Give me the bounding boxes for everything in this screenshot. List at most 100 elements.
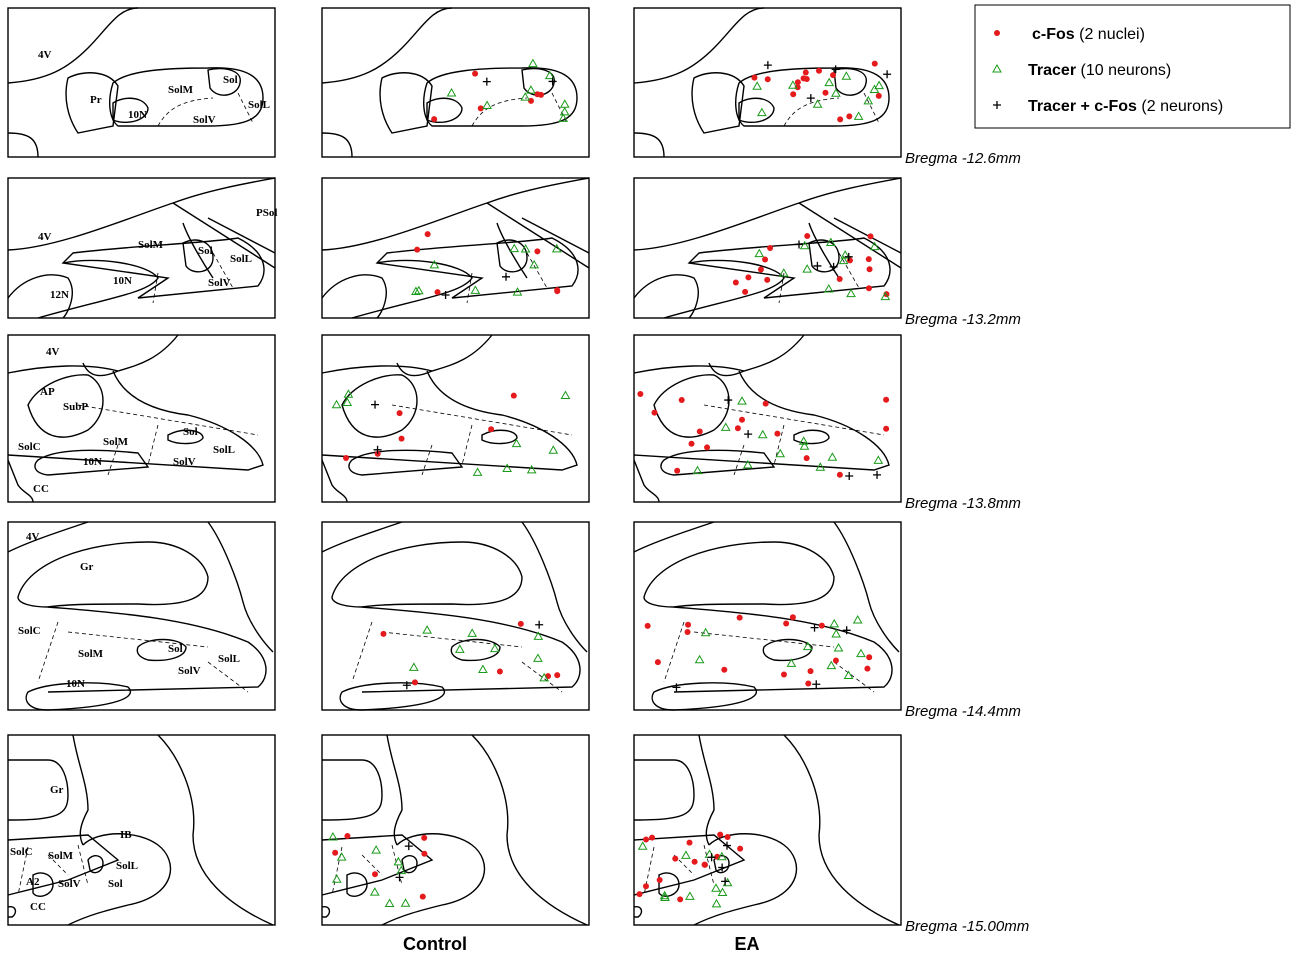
tracer-triangle xyxy=(454,644,465,653)
cfos-dot xyxy=(757,266,764,273)
double-cross xyxy=(812,680,821,689)
panel-frame xyxy=(7,7,276,158)
region-label: PSol xyxy=(256,207,277,219)
cfos-dot xyxy=(790,91,797,98)
region-label: 4V xyxy=(46,346,60,358)
cfos-dot xyxy=(421,834,428,841)
outline xyxy=(471,734,588,926)
tracer-triangle xyxy=(467,628,478,637)
panel-frame xyxy=(7,521,276,711)
tracer-triangle xyxy=(520,92,531,101)
tracer-triangle xyxy=(482,100,492,110)
region-label: 4V xyxy=(38,231,52,243)
tracer-triangle xyxy=(343,389,354,398)
cfos-dot xyxy=(734,425,741,432)
outline xyxy=(112,97,149,124)
cfos-dot xyxy=(636,891,643,898)
outline xyxy=(321,521,403,553)
outline xyxy=(783,734,900,926)
double-cross xyxy=(723,841,732,850)
region-label: SolC xyxy=(18,625,41,637)
cfos-dot xyxy=(685,621,692,628)
tracer-triangle xyxy=(856,648,866,658)
outline xyxy=(351,259,473,319)
boundary xyxy=(466,272,473,304)
tracer-triangle xyxy=(840,250,851,259)
region-label: SolL xyxy=(230,253,252,265)
boundary xyxy=(207,661,249,693)
cfos-dot xyxy=(396,410,403,417)
outline xyxy=(691,72,745,134)
outline xyxy=(808,222,840,279)
double-cross xyxy=(482,77,491,86)
outline xyxy=(61,237,265,299)
panel-frame xyxy=(633,334,902,503)
outline xyxy=(521,521,588,653)
region-label: Gr xyxy=(50,784,64,796)
atlas-panel xyxy=(321,7,590,158)
cfos-dot xyxy=(818,622,825,629)
tracer-triangle xyxy=(470,285,481,294)
boundary xyxy=(77,404,259,436)
tracer-triangle xyxy=(509,243,520,253)
outline xyxy=(207,67,241,96)
outline xyxy=(72,734,89,846)
tracer-triangle xyxy=(802,641,813,651)
tracer-triangle xyxy=(825,237,836,247)
region-label: SolL xyxy=(213,444,235,456)
outline xyxy=(321,370,578,471)
boundary xyxy=(778,272,785,304)
cfos-dot xyxy=(677,896,684,903)
outline xyxy=(633,459,660,503)
tracer-triangle xyxy=(409,662,419,671)
tracer-triangle xyxy=(846,288,856,298)
tracer-triangle xyxy=(400,898,411,907)
boundary xyxy=(783,97,840,127)
tracer-triangle xyxy=(681,850,691,859)
double-cross xyxy=(844,252,853,261)
cfos-dot xyxy=(517,620,524,627)
outline xyxy=(496,239,528,273)
outline xyxy=(426,97,463,124)
outline xyxy=(379,72,433,134)
legend-box xyxy=(974,4,1291,129)
cfos-dot xyxy=(398,435,405,442)
tracer-triangle xyxy=(472,467,483,476)
cfos-dot xyxy=(691,858,698,865)
outline xyxy=(381,833,486,926)
tracer-triangle xyxy=(880,291,891,301)
outline xyxy=(7,459,34,503)
cfos-dot xyxy=(994,30,1000,36)
tracer-triangle xyxy=(824,77,835,87)
tracer-triangle xyxy=(756,107,767,117)
outline xyxy=(486,202,590,269)
outline xyxy=(27,374,104,438)
region-label: CC xyxy=(30,901,46,913)
outline xyxy=(633,274,699,319)
cfos-dot xyxy=(701,861,708,868)
outline xyxy=(34,449,150,476)
tracer-triangle xyxy=(384,898,395,907)
double-cross xyxy=(806,94,815,103)
atlas-panel: 4V Gr SolC SolM Sol SolL SolV 10N xyxy=(7,521,276,711)
outline xyxy=(633,132,665,158)
cfos-dot xyxy=(637,390,644,397)
outline xyxy=(321,7,453,84)
atlas-panel xyxy=(633,521,902,711)
outline xyxy=(87,855,104,874)
cfos-dot xyxy=(434,289,441,296)
outline xyxy=(633,7,765,84)
cfos-dot xyxy=(332,849,339,856)
region-label: SubP xyxy=(63,401,88,413)
boundary xyxy=(152,272,159,304)
tracer-triangle xyxy=(411,286,421,296)
panel-frame xyxy=(321,521,590,711)
tracer-triangle xyxy=(752,81,763,90)
outline xyxy=(698,734,715,846)
tracer-triangle xyxy=(692,465,703,475)
tracer-triangle xyxy=(548,445,559,454)
cfos-dot xyxy=(807,668,814,675)
tracer-triangle xyxy=(502,463,512,472)
cfos-dot xyxy=(496,668,503,675)
